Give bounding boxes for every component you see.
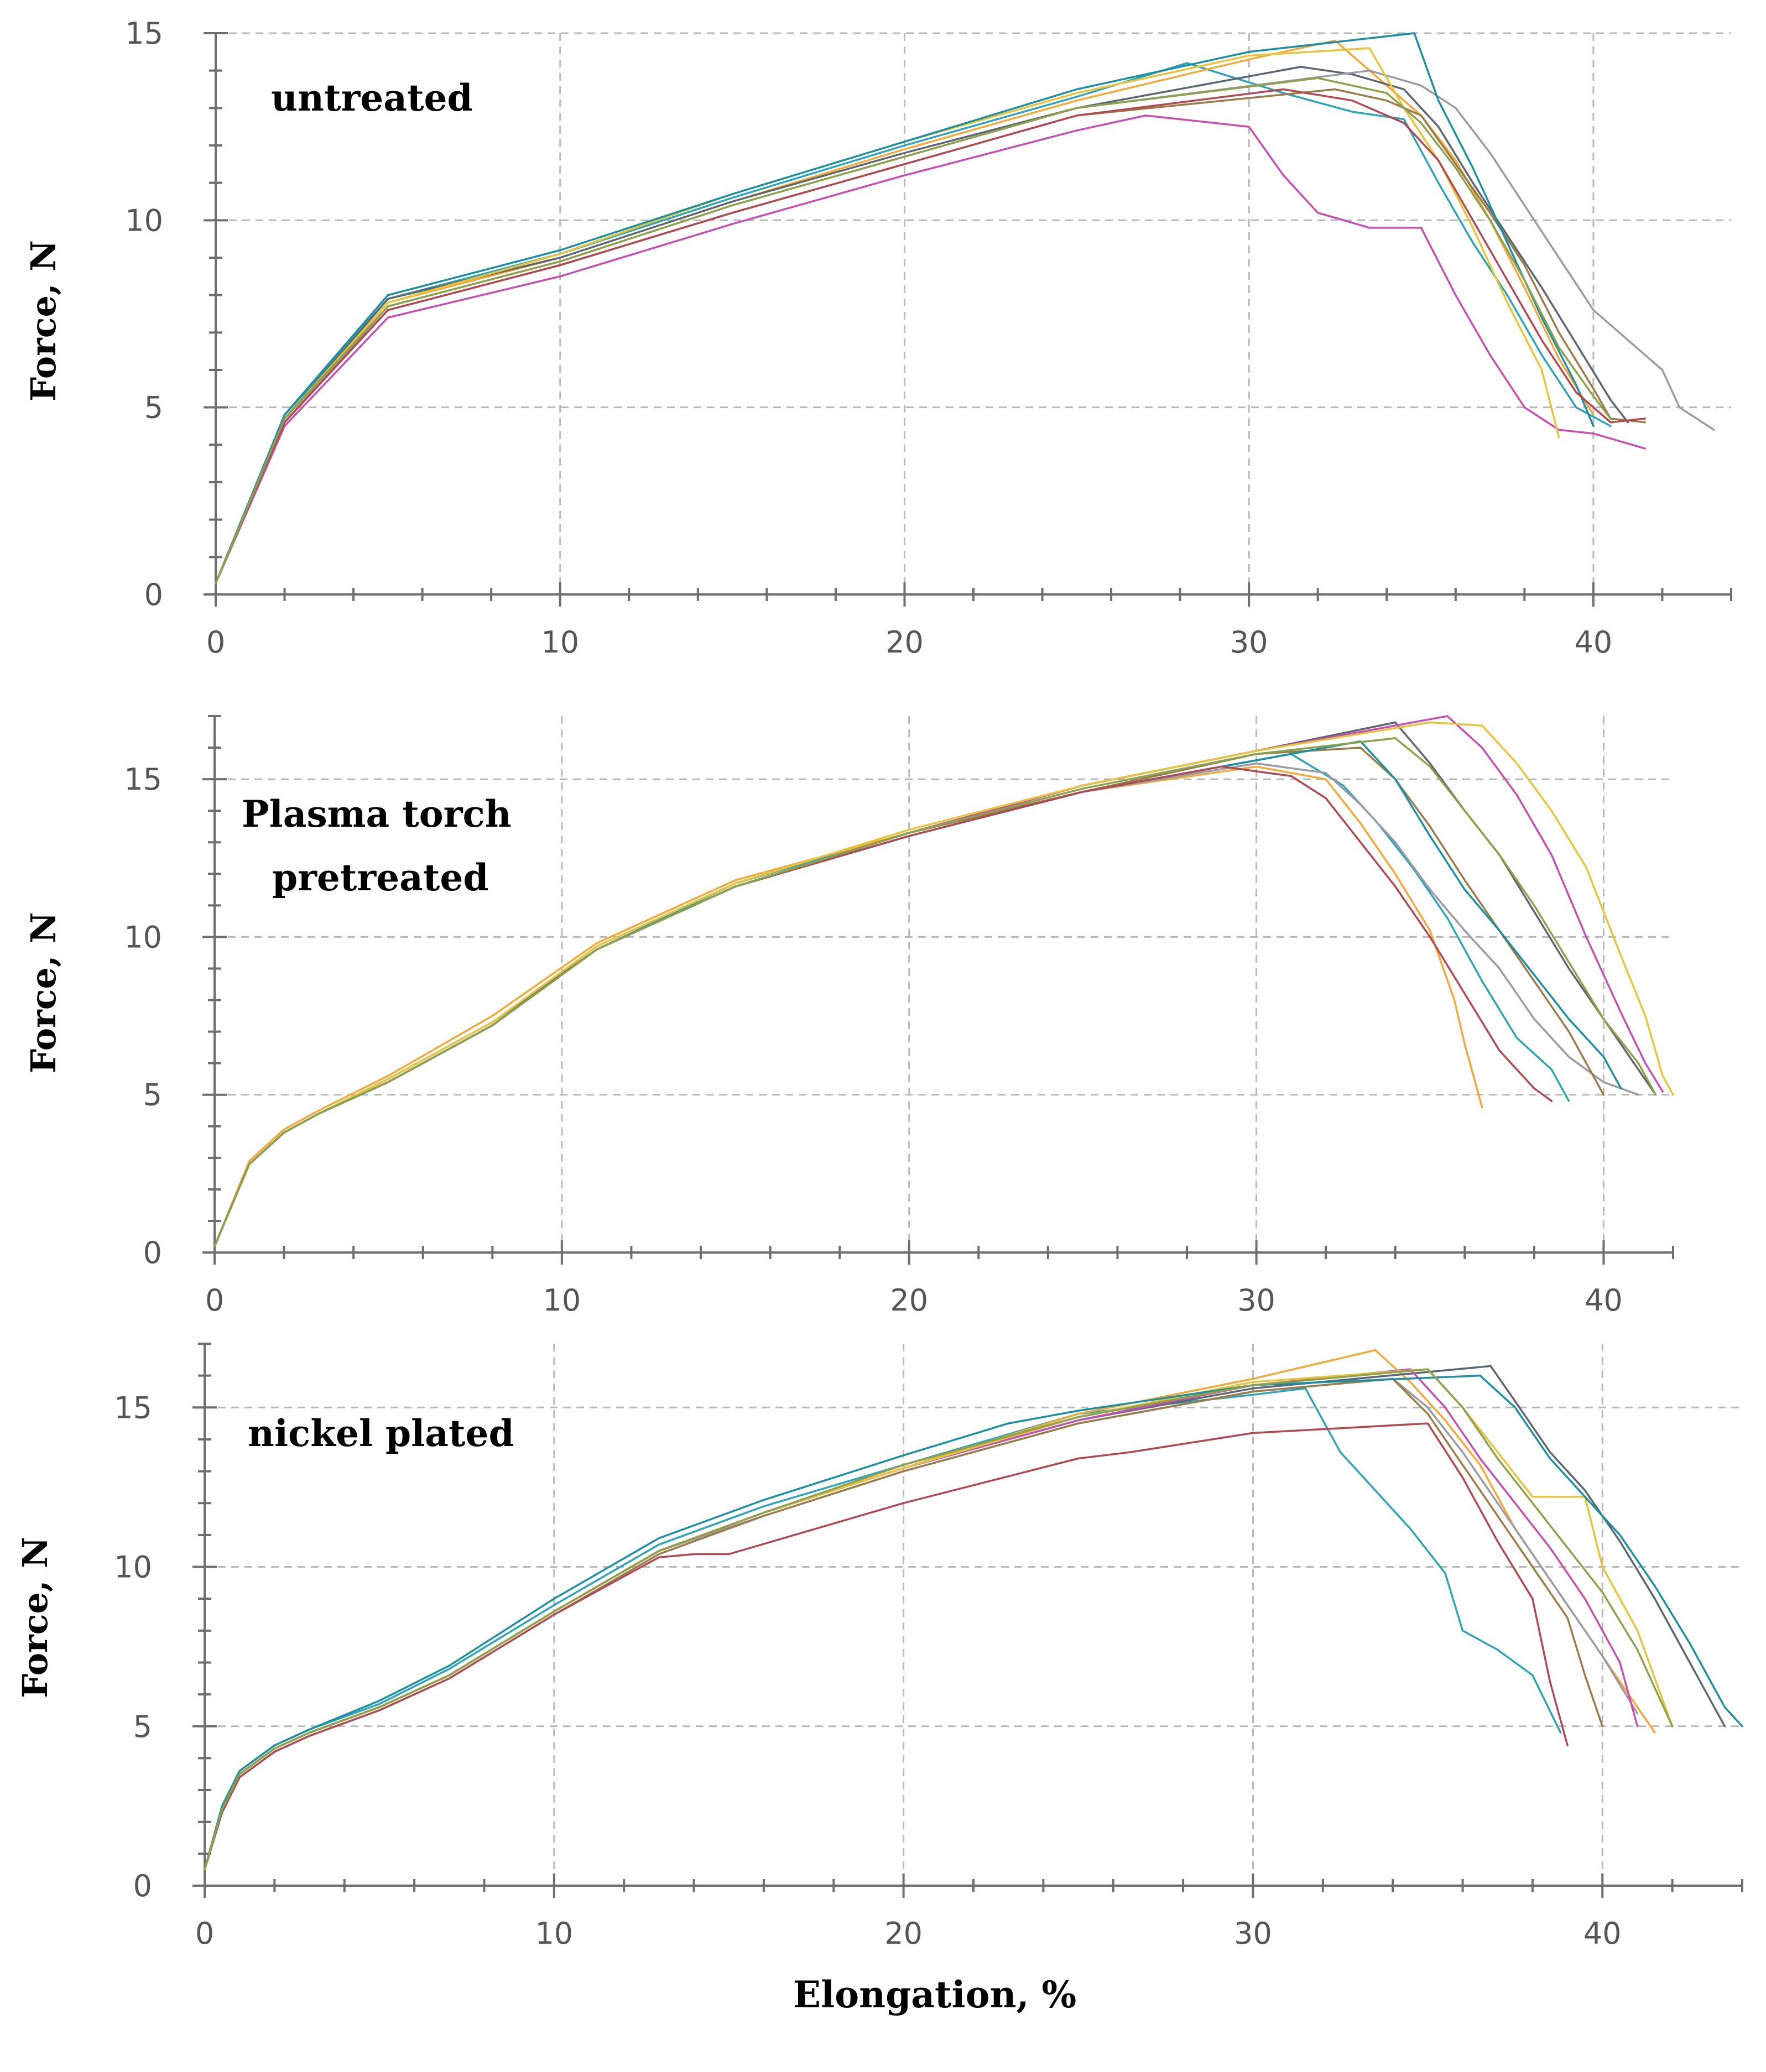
series-line-8 xyxy=(204,1374,1743,1871)
series-line-3 xyxy=(215,66,1629,584)
y-tick-label: 5 xyxy=(144,390,163,425)
series-line-2 xyxy=(215,39,1595,584)
x-tick-label: 40 xyxy=(1575,625,1613,660)
y-tick-label: 15 xyxy=(124,762,162,797)
axes: 0 10 20 30 40 0 5 10 15 xyxy=(125,16,1732,660)
x-tick-label: 20 xyxy=(890,1283,928,1318)
series-line-10 xyxy=(215,77,1612,584)
series-line-9 xyxy=(204,1422,1569,1871)
series-line-2 xyxy=(213,765,1483,1248)
axes: 0 10 20 30 40 0 5 10 15 xyxy=(114,1343,1743,1951)
x-tick-label: 30 xyxy=(1237,1283,1275,1318)
panel-annotation: Plasma torch pretreated xyxy=(242,792,512,899)
series-line-1 xyxy=(204,1387,1562,1871)
x-tick-label: 40 xyxy=(1585,1283,1623,1318)
series-line-4 xyxy=(213,762,1639,1248)
axes: 0 10 20 30 40 0 5 10 15 xyxy=(124,715,1674,1318)
series-line-5 xyxy=(215,114,1647,584)
x-tick-label: 10 xyxy=(535,1916,573,1951)
x-tick-label: 0 xyxy=(195,1916,214,1951)
panel-annotation: nickel plated xyxy=(248,1412,514,1455)
y-axis-label: Force, N xyxy=(15,1537,55,1698)
x-tick-label: 20 xyxy=(884,1916,923,1951)
x-tick-label: 30 xyxy=(1230,625,1268,660)
x-tick-label: 10 xyxy=(541,625,579,660)
y-tick-label: 15 xyxy=(125,16,163,51)
y-tick-label: 15 xyxy=(114,1390,152,1425)
x-tick-label: 40 xyxy=(1583,1916,1622,1951)
y-axis-label: Force, N xyxy=(23,912,64,1073)
series-line-10 xyxy=(213,737,1657,1248)
y-axis-label: Force, N xyxy=(23,240,64,401)
panel-untreated: Force, N untreated 0 10 20 30 40 0 5 10 15 xyxy=(23,16,1732,660)
series-line-9 xyxy=(215,88,1647,584)
series-line-6 xyxy=(215,88,1647,584)
y-tick-label: 5 xyxy=(133,1709,152,1744)
x-tick-label: 0 xyxy=(205,1283,224,1318)
series-line-1 xyxy=(215,62,1612,584)
x-tick-label: 10 xyxy=(543,1283,581,1318)
series-group xyxy=(215,32,1715,584)
y-tick-label: 5 xyxy=(143,1078,162,1113)
y-tick-label: 0 xyxy=(144,577,163,612)
y-tick-label: 0 xyxy=(143,1235,162,1270)
x-tick-label: 20 xyxy=(885,625,924,660)
x-tick-label: 30 xyxy=(1234,1916,1272,1951)
panel-annotation-line: Plasma torch xyxy=(242,792,512,836)
y-tick-label: 10 xyxy=(125,203,163,238)
x-tick-label: 0 xyxy=(206,625,225,660)
panel-annotation-line: pretreated xyxy=(272,856,489,899)
y-tick-label: 10 xyxy=(124,920,162,954)
panel-plasma-torch-pretreated: Force, N Plasma torch pretreated 0 10 20 30 4… xyxy=(23,715,1674,1318)
series-line-7 xyxy=(215,47,1560,584)
x-axis-label: Elongation, % xyxy=(793,1973,1077,2016)
gridlines xyxy=(205,1344,1742,1886)
y-tick-label: 10 xyxy=(114,1550,152,1585)
series-group xyxy=(204,1349,1743,1871)
y-tick-label: 0 xyxy=(133,1869,152,1903)
panel-annotation: untreated xyxy=(271,76,473,119)
series-line-10 xyxy=(204,1368,1674,1871)
series-group xyxy=(213,715,1674,1248)
panel-nickel-plated: Force, N nickel plated 0 10 20 30 40 0 5 10 15 xyxy=(15,1343,1743,1951)
